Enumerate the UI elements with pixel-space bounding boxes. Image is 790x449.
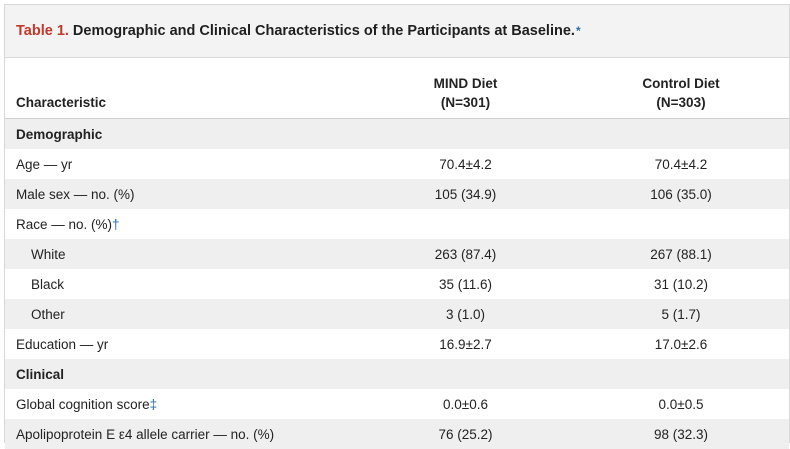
column-header-characteristic: Characteristic: [5, 58, 358, 119]
mind-diet-value: 16.9±2.7: [439, 336, 492, 352]
title-footnote-marker[interactable]: *: [575, 24, 581, 38]
table-title: Demographic and Clinical Characteristics…: [72, 23, 575, 39]
table-figure: Table 1. Demographic and Clinical Charac…: [4, 4, 790, 449]
mind-diet-value: 263 (87.4): [358, 239, 573, 269]
section-row: Clinical: [5, 359, 789, 389]
table-row: Race — no. (%)†: [5, 209, 789, 239]
mind-diet-value: 0.0±0.6: [443, 396, 488, 412]
row-label: Other: [5, 299, 358, 329]
table-row: Apolipoprotein E ε4 allele carrier — no.…: [5, 419, 789, 449]
table-number: Table 1.: [16, 23, 69, 39]
mind-diet-value: 70.4±4.2: [439, 156, 492, 172]
control-diet-n: (N=303): [656, 95, 706, 110]
row-label: Male sex — no. (%): [5, 179, 358, 209]
mind-diet-n: (N=301): [440, 95, 491, 110]
header-row: Characteristic MIND Diet (N=301) Control…: [5, 58, 789, 119]
table-row: White 263 (87.4) 267 (88.1): [5, 239, 789, 269]
mind-diet-value: [358, 118, 573, 149]
control-diet-value: [573, 209, 789, 239]
table-row: Education — yr 16.9±2.7 17.0±2.6: [5, 329, 789, 359]
control-diet-value: 98 (32.3): [573, 419, 789, 449]
table-row: Male sex — no. (%) 105 (34.9) 106 (35.0): [5, 179, 789, 209]
section-row: Demographic: [5, 118, 789, 149]
row-label: Black: [31, 276, 65, 292]
row-label: Apolipoprotein E ε4 allele carrier — no.…: [5, 419, 358, 449]
column-header-control-diet: Control Diet (N=303): [573, 58, 789, 119]
row-label: White: [5, 239, 358, 269]
row-label: Education — yr: [16, 336, 109, 352]
table-row: Black 35 (11.6) 31 (10.2): [5, 269, 789, 299]
control-diet-value: 70.4±4.2: [654, 156, 708, 172]
control-diet-value: 17.0±2.6: [654, 336, 708, 352]
mind-diet-name: MIND Diet: [433, 76, 498, 91]
table-row: Age — yr 70.4±4.2 70.4±4.2: [5, 149, 789, 179]
mind-diet-value: 35 (11.6): [438, 276, 493, 292]
characteristics-table: Characteristic MIND Diet (N=301) Control…: [5, 58, 789, 449]
table-row: Other 3 (1.0) 5 (1.7): [5, 299, 789, 329]
control-diet-value: 5 (1.7): [573, 299, 789, 329]
row-label: Global cognition score‡: [16, 396, 158, 412]
row-label: Clinical: [5, 359, 358, 389]
control-diet-value: 0.0±0.5: [658, 396, 704, 412]
table-caption: Table 1. Demographic and Clinical Charac…: [5, 5, 789, 58]
mind-diet-value: [358, 359, 573, 389]
row-label: Age — yr: [16, 156, 73, 172]
row-label: Demographic: [5, 118, 358, 149]
mind-diet-value: 76 (25.2): [358, 419, 573, 449]
control-diet-value: [573, 118, 789, 149]
control-diet-value: 31 (10.2): [653, 276, 709, 292]
mind-diet-value: [358, 209, 573, 239]
control-diet-value: 106 (35.0): [573, 179, 789, 209]
control-diet-value: [573, 359, 789, 389]
column-header-mind-diet: MIND Diet (N=301): [358, 58, 573, 119]
footnote-marker[interactable]: ‡: [149, 396, 158, 412]
table-row: Global cognition score‡ 0.0±0.6 0.0±0.5: [5, 389, 789, 419]
control-diet-name: Control Diet: [642, 76, 720, 91]
footnote-marker[interactable]: †: [112, 216, 120, 232]
mind-diet-value: 3 (1.0): [358, 299, 573, 329]
row-label: Race — no. (%)†: [16, 216, 120, 232]
control-diet-value: 267 (88.1): [573, 239, 789, 269]
mind-diet-value: 105 (34.9): [358, 179, 573, 209]
